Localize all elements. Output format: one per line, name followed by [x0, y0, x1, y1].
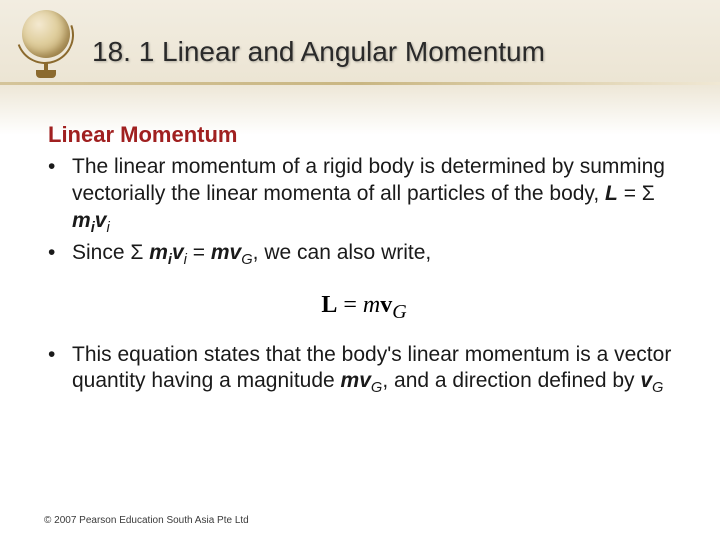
bullet-text: Since Σ mivi = mvG, we can also write, [72, 240, 680, 270]
bullet-text: The linear momentum of a rigid body is d… [72, 154, 680, 238]
slide-title: 18. 1 Linear and Angular Momentum [92, 36, 545, 68]
bullet-marker: • [48, 240, 72, 270]
bullet-item: • Since Σ mivi = mvG, we can also write, [48, 240, 680, 270]
bullet-marker: • [48, 154, 72, 238]
equation-text: L = mvG [321, 292, 406, 318]
bullet-marker: • [48, 342, 72, 399]
copyright-footer: © 2007 Pearson Education South Asia Pte … [44, 515, 249, 526]
globe-decoration [18, 8, 76, 78]
bullet-item: • The linear momentum of a rigid body is… [48, 154, 680, 238]
slide-content: Linear Momentum • The linear momentum of… [48, 122, 680, 400]
bullet-text: This equation states that the body's lin… [72, 342, 680, 399]
bullet-item: • This equation states that the body's l… [48, 342, 680, 399]
equation-block: L = mvG [48, 292, 680, 324]
subheading: Linear Momentum [48, 122, 680, 148]
title-underline [0, 82, 720, 85]
